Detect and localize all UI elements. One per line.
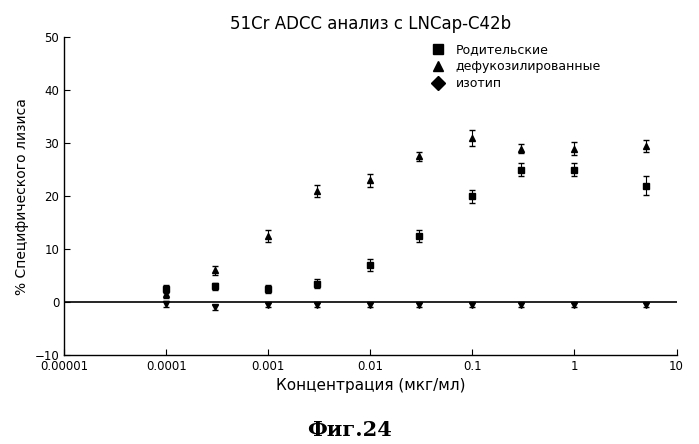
- X-axis label: Концентрация (мкг/мл): Концентрация (мкг/мл): [275, 378, 465, 393]
- Y-axis label: % Специфического лизиса: % Специфического лизиса: [15, 98, 29, 295]
- Text: Фиг.24: Фиг.24: [307, 420, 392, 440]
- Legend: Родительские, дефукозилированные, изотип: Родительские, дефукозилированные, изотип: [426, 44, 601, 90]
- Title: 51Cr ADCC анализ с LNCap-C42b: 51Cr ADCC анализ с LNCap-C42b: [230, 15, 511, 33]
